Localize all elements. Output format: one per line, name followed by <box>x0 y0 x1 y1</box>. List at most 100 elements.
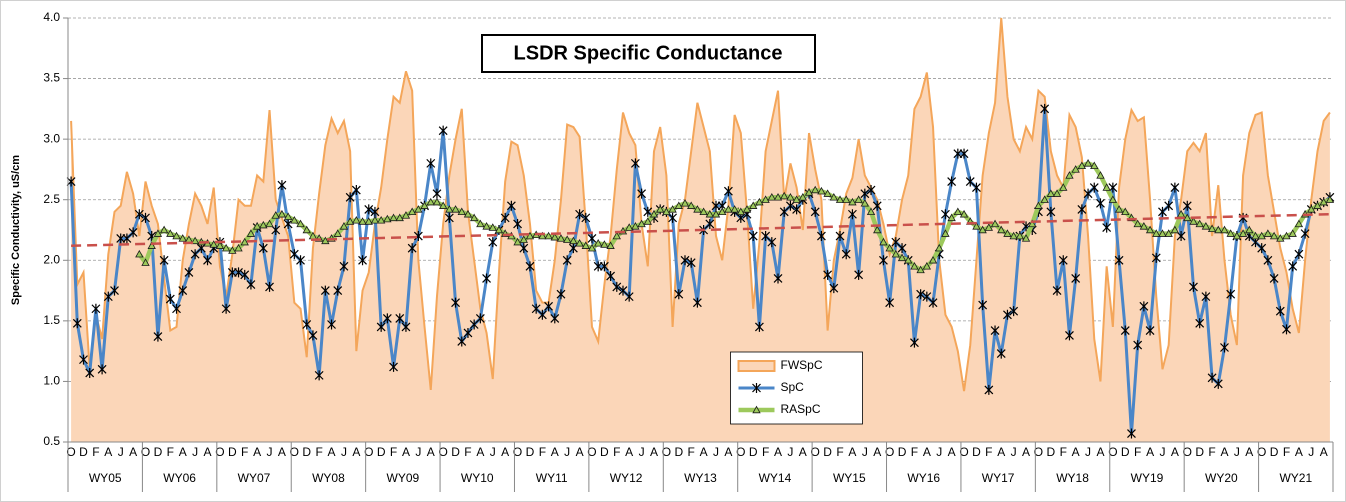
marker <box>1183 213 1192 222</box>
marker <box>1207 224 1217 232</box>
marker <box>296 219 305 228</box>
marker <box>643 217 652 225</box>
y-tick-label: 0.5 <box>43 434 60 448</box>
marker <box>656 205 665 213</box>
y-axis-label: Specific Conductivity, uS/cm <box>10 155 22 305</box>
marker <box>457 207 466 216</box>
marker <box>1307 205 1316 213</box>
marker <box>1220 225 1229 234</box>
marker <box>767 192 776 201</box>
marker <box>569 236 578 245</box>
x-tick-label: D <box>228 445 237 459</box>
marker <box>816 231 826 242</box>
group-label: WY20 <box>1205 471 1238 485</box>
marker <box>184 267 194 278</box>
marker <box>1028 219 1037 228</box>
marker <box>1034 201 1043 209</box>
x-tick-label: A <box>1096 445 1104 459</box>
marker <box>1114 255 1124 266</box>
marker <box>941 209 950 220</box>
marker <box>1176 231 1186 242</box>
marker <box>872 200 882 211</box>
marker <box>581 212 591 223</box>
x-tick-label: O <box>662 445 671 459</box>
marker <box>997 225 1006 234</box>
marker <box>506 200 516 211</box>
marker <box>426 197 435 206</box>
marker <box>525 231 535 240</box>
marker <box>724 205 733 213</box>
plot-area: 0.51.01.52.02.53.03.54.0O D F A J A O D F A J A O D F A… <box>43 10 1335 492</box>
marker <box>72 318 82 329</box>
marker <box>693 205 702 213</box>
marker <box>1226 289 1236 300</box>
legend-label: SpC <box>781 380 805 394</box>
marker <box>792 204 802 215</box>
x-tick-label: A <box>476 445 484 459</box>
marker <box>395 313 405 324</box>
marker <box>910 337 919 348</box>
marker <box>1145 225 1155 234</box>
marker <box>984 223 994 231</box>
marker <box>581 241 590 249</box>
marker <box>1214 225 1223 234</box>
marker <box>320 285 330 296</box>
marker <box>1164 200 1174 211</box>
marker <box>153 229 163 237</box>
x-tick-label: F <box>1283 445 1290 459</box>
group-label: WY21 <box>1279 471 1312 485</box>
marker <box>1201 291 1211 302</box>
marker <box>1003 229 1012 237</box>
marker <box>538 231 547 240</box>
marker <box>835 195 845 203</box>
marker <box>754 321 764 332</box>
marker <box>978 225 987 234</box>
marker <box>587 233 597 244</box>
marker <box>469 213 479 222</box>
marker <box>897 253 907 262</box>
marker <box>438 125 448 136</box>
marker <box>575 239 584 247</box>
x-tick-label: O <box>66 445 75 459</box>
x-tick-label: A <box>501 445 509 459</box>
x-tick-label: O <box>141 445 150 459</box>
marker <box>203 255 212 266</box>
x-tick-label: O <box>587 445 596 459</box>
x-tick-label: F <box>836 445 843 459</box>
marker <box>705 218 715 229</box>
marker <box>240 269 250 280</box>
x-tick-label: A <box>204 445 212 459</box>
marker <box>1263 255 1273 266</box>
group-label: WY17 <box>982 471 1015 485</box>
marker <box>612 231 621 240</box>
x-tick-label: O <box>290 445 299 459</box>
marker <box>817 186 826 195</box>
x-tick-label: F <box>1060 445 1067 459</box>
marker <box>221 303 231 314</box>
marker <box>246 279 256 290</box>
marker <box>537 309 547 320</box>
marker <box>147 241 156 249</box>
trend-line <box>71 213 1330 247</box>
marker <box>234 267 243 278</box>
x-tick-label: A <box>402 445 410 459</box>
marker <box>451 297 460 308</box>
group-label: WY06 <box>163 471 196 485</box>
marker <box>1052 285 1062 296</box>
x-tick-label: D <box>823 445 832 459</box>
marker <box>1077 204 1087 215</box>
marker <box>1275 306 1285 317</box>
y-tick-label: 2.0 <box>43 252 60 266</box>
marker <box>1294 219 1304 228</box>
x-tick-label: D <box>377 445 386 459</box>
marker <box>1300 228 1310 239</box>
marker <box>730 205 739 213</box>
marker <box>494 225 504 234</box>
marker <box>1189 281 1198 292</box>
title-box <box>481 34 816 73</box>
x-tick-label: A <box>1072 445 1080 459</box>
marker <box>711 200 721 211</box>
marker <box>382 313 392 324</box>
group-label: WY10 <box>461 471 494 485</box>
marker <box>1257 243 1267 254</box>
